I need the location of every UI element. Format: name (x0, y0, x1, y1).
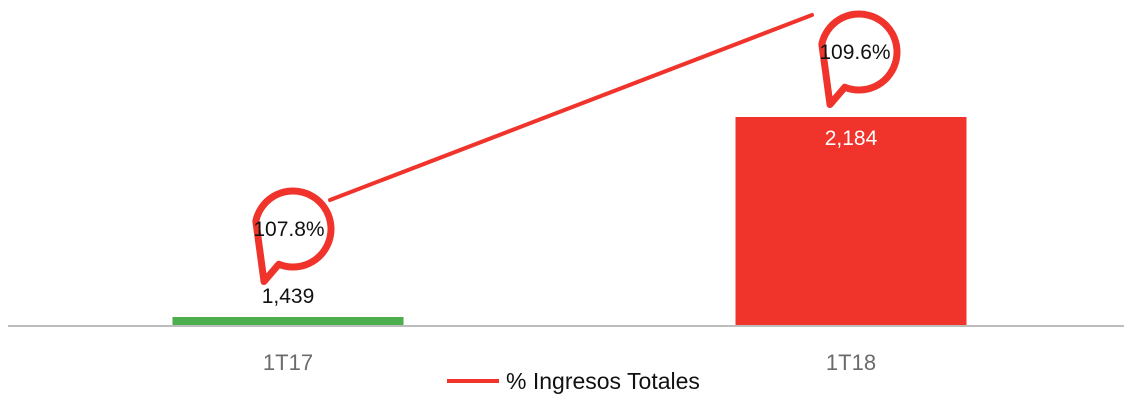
line-marker-1T18: 109.6% (818, 10, 901, 109)
line-series-ingresos-totales (328, 13, 814, 202)
line-marker-1T17: 107.8% (252, 187, 335, 286)
bars: 1,439 2,184 (172, 117, 967, 326)
pin-shape (252, 187, 335, 286)
line-value-label: 107.8% (253, 218, 324, 241)
x-tick-1T17: 1T17 (263, 350, 313, 375)
x-tick-labels: 1T17 1T18 (263, 350, 876, 375)
bar-value-label-1T18: 2,184 (825, 127, 878, 150)
bar-1T17 (172, 317, 404, 326)
legend: % Ingresos Totales (447, 368, 700, 394)
line-markers: 107.8% 109.6% (252, 10, 901, 286)
legend-label: % Ingresos Totales (506, 368, 700, 394)
x-tick-1T18: 1T18 (826, 350, 876, 375)
line-value-label: 109.6% (819, 41, 890, 64)
bar-value-label-1T17: 1,439 (262, 285, 315, 308)
bar-1T18 (735, 117, 967, 326)
pin-shape (818, 10, 901, 109)
